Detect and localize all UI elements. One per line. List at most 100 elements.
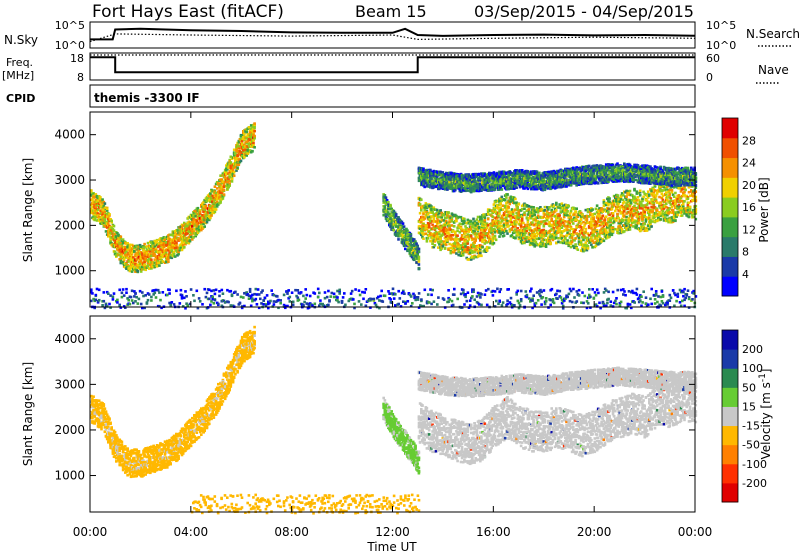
data-cell-band-0 (96, 199, 100, 202)
data-cell-band-1 (417, 260, 421, 263)
data-cell-band-2 (503, 227, 507, 231)
data-cell-band-2 (509, 216, 513, 220)
data-cell-band-2 (479, 250, 482, 253)
data-cell-band-2 (584, 231, 588, 234)
data-cell-band-2 (531, 214, 534, 218)
data-cell-band-2 (539, 241, 542, 245)
data-cell-band-2 (461, 246, 465, 250)
data-cell-band-2 (483, 242, 487, 245)
data-cell-band-2 (457, 250, 460, 254)
data-cell-band-2 (425, 240, 429, 243)
data-cell-band-0 (159, 256, 162, 260)
data-cell-band-0 (112, 242, 116, 246)
data-cell-band-2 (576, 215, 580, 219)
data-cell-band-2 (528, 214, 532, 218)
data-cell-band-2 (593, 226, 597, 230)
data-cell-band-2 (653, 189, 657, 192)
data-cell-band-0 (240, 139, 244, 143)
data-cell-band-2 (604, 203, 608, 207)
data-cell-band-2 (498, 212, 501, 215)
data-cell-band-2 (555, 233, 558, 236)
data-cell-band-2 (645, 203, 649, 206)
data-cell-band-2 (532, 206, 535, 209)
data-cell-band-0 (245, 142, 248, 145)
data-cell-band-2 (645, 229, 649, 232)
data-cell-band-2 (635, 192, 639, 195)
power-data-cells (90, 122, 698, 310)
data-cell-band-0 (200, 225, 203, 228)
data-cell-band-2 (540, 243, 543, 246)
data-cell-band-2 (552, 227, 556, 230)
data-cell-band-2 (488, 230, 491, 234)
data-cell-band-2 (492, 220, 496, 223)
data-cell-band-2 (418, 211, 422, 215)
data-cell-band-0 (191, 238, 194, 241)
data-cell-band-2 (506, 223, 509, 227)
data-cell-band-2 (559, 217, 563, 220)
data-cell-band-2 (516, 232, 519, 235)
data-cell-band-0 (164, 251, 168, 254)
data-cell-band-2 (515, 211, 518, 215)
data-cell-band-2 (432, 206, 436, 209)
data-cell-band-0 (122, 258, 126, 261)
data-cell-band-2 (442, 240, 446, 243)
data-cell-band-2 (608, 197, 611, 200)
data-cell-band-2 (569, 215, 573, 219)
data-cell-band-2 (476, 215, 480, 219)
data-cell-band-2 (540, 244, 543, 248)
data-cell-band-0 (90, 189, 93, 193)
data-cell-band-0 (158, 245, 161, 248)
data-cell-band-1 (388, 212, 391, 216)
data-cell-band-2 (637, 219, 641, 222)
data-cell-band-2 (486, 232, 490, 236)
data-cell-band-2 (515, 203, 518, 207)
data-cell-band-1 (382, 213, 385, 217)
data-cell-band-0 (153, 253, 157, 256)
data-cell-band-2 (467, 258, 471, 261)
data-cell-band-0 (178, 238, 182, 242)
data-cell-band-2 (654, 199, 658, 203)
data-cell-band-2 (542, 225, 546, 228)
data-cell-band-0 (238, 157, 242, 161)
data-cell-band-0 (156, 261, 160, 265)
data-cell-band-2 (590, 222, 593, 226)
data-cell-band-0 (228, 176, 231, 179)
data-cell-band-2 (475, 218, 479, 221)
data-cell-band-2 (524, 237, 527, 241)
data-cell-band-1 (413, 238, 416, 241)
data-cell-band-1 (390, 207, 393, 211)
data-cell-band-2 (474, 224, 477, 227)
data-cell-band-0 (177, 250, 180, 254)
data-cell-band-2 (600, 240, 603, 243)
data-cell-band-2 (421, 229, 424, 233)
data-cell-band-2 (476, 250, 480, 253)
data-cell-band-2 (544, 217, 548, 220)
data-cell-band-2 (640, 211, 643, 215)
data-cell-band-2 (568, 236, 572, 239)
data-cell-band-2 (573, 207, 576, 210)
data-cell-band-2 (439, 248, 442, 252)
data-cell-band-0 (116, 240, 119, 244)
data-cell-band-0 (132, 264, 135, 268)
data-cell-band-2 (489, 224, 492, 227)
data-cell-band-2 (517, 210, 521, 214)
data-cell-band-2 (582, 226, 585, 229)
data-cell-band-2 (489, 238, 492, 241)
data-cell-band-2 (527, 205, 531, 208)
data-cell-band-2 (452, 244, 456, 248)
data-cell-band-2 (573, 213, 576, 216)
data-cell-band-2 (593, 237, 597, 241)
data-cell-band-2 (542, 215, 546, 218)
data-cell-band-2 (646, 224, 650, 228)
data-cell-band-2 (625, 202, 628, 205)
data-cell-band-2 (488, 235, 491, 238)
data-cell-band-2 (533, 213, 536, 217)
data-cell-band-2 (425, 226, 429, 230)
data-cell-band-1 (389, 218, 392, 222)
data-cell-band-0 (120, 243, 124, 246)
data-cell-band-2 (536, 232, 540, 236)
data-cell-band-2 (596, 209, 600, 212)
data-cell-band-2 (652, 191, 656, 194)
data-cell-band-2 (572, 222, 575, 225)
